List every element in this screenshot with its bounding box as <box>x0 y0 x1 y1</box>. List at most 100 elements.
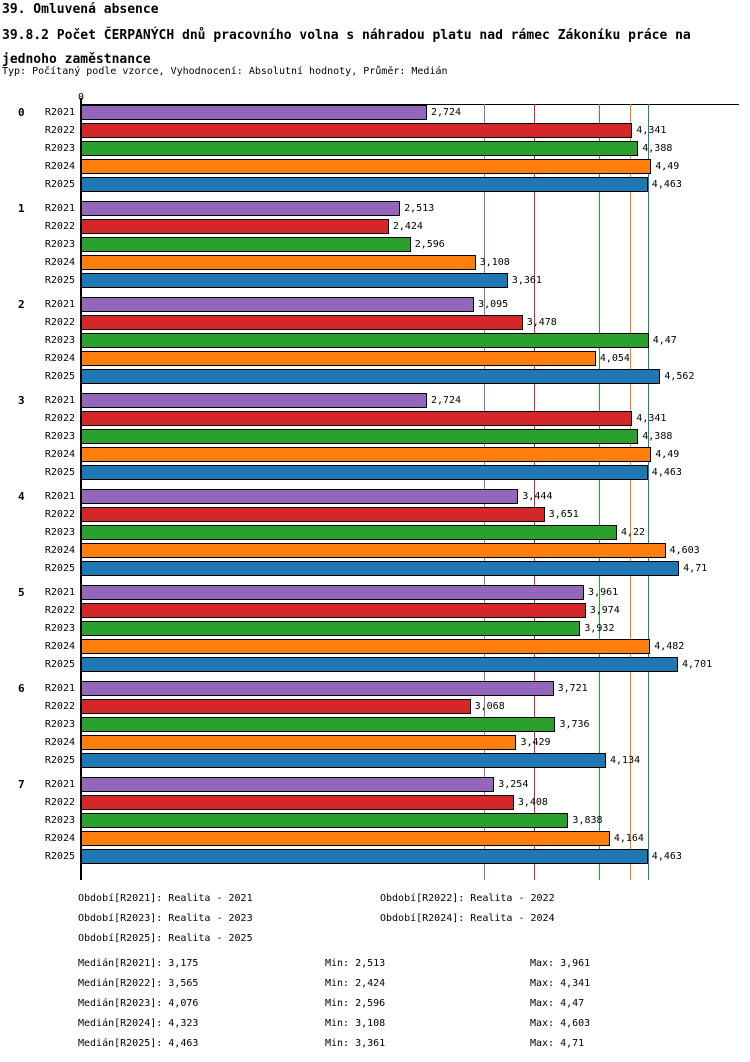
bar-r2024-group-7[interactable] <box>81 831 610 846</box>
median-reference-line-r2023 <box>598 104 600 880</box>
bar-r2022-group-7[interactable] <box>81 795 514 810</box>
stat-max-label: Max: 3,961 <box>530 958 591 969</box>
bar-row-label-r2022: R2022 <box>44 125 75 136</box>
bar-r2025-group-7[interactable] <box>81 849 648 864</box>
group-index-label: 5 <box>18 586 25 599</box>
bar-value-label: 3,961 <box>588 587 619 598</box>
bar-row-label-r2022: R2022 <box>44 413 75 424</box>
axis-zero-tick-label: 0 <box>78 92 84 103</box>
bar-r2025-group-2[interactable] <box>81 369 661 384</box>
bar-r2021-group-7[interactable] <box>81 777 495 792</box>
bar-r2023-group-3[interactable] <box>81 429 639 444</box>
bar-r2022-group-1[interactable] <box>81 219 389 234</box>
bar-r2021-group-1[interactable] <box>81 201 401 216</box>
bar-value-label: 3,361 <box>511 275 542 286</box>
bar-value-label: 4,463 <box>651 851 682 862</box>
bar-row-label-r2023: R2023 <box>44 239 75 250</box>
bar-r2023-group-4[interactable] <box>81 525 617 540</box>
median-reference-line-r2022 <box>533 104 535 880</box>
bar-r2022-group-3[interactable] <box>81 411 633 426</box>
bar-r2023-group-0[interactable] <box>81 141 639 156</box>
stat-min-label: Min: 3,108 <box>325 1018 386 1029</box>
section-title: 39. Omluvená absence <box>2 2 159 17</box>
bar-r2023-group-7[interactable] <box>81 813 569 828</box>
bar-r2024-group-1[interactable] <box>81 255 476 270</box>
group-index-label: 1 <box>18 202 25 215</box>
bar-value-label: 3,651 <box>548 509 579 520</box>
bar-r2025-group-4[interactable] <box>81 561 680 576</box>
bar-r2022-group-0[interactable] <box>81 123 633 138</box>
bar-value-label: 3,068 <box>474 701 505 712</box>
bar-r2021-group-6[interactable] <box>81 681 554 696</box>
group-index-label: 3 <box>18 394 25 407</box>
bar-r2023-group-5[interactable] <box>81 621 581 636</box>
bar-r2023-group-2[interactable] <box>81 333 649 348</box>
bar-r2025-group-1[interactable] <box>81 273 508 288</box>
bar-r2022-group-5[interactable] <box>81 603 586 618</box>
axis-zero-tick <box>80 98 82 105</box>
stat-median-label: Medián[R2021]: 3,175 <box>78 958 199 969</box>
bar-row-label-r2024: R2024 <box>44 161 75 172</box>
bar-r2023-group-6[interactable] <box>81 717 556 732</box>
bar-value-label: 4,562 <box>664 371 695 382</box>
bar-value-label: 3,932 <box>584 623 615 634</box>
bar-value-label: 3,478 <box>526 317 557 328</box>
bar-r2025-group-5[interactable] <box>81 657 679 672</box>
bar-row-label-r2021: R2021 <box>44 587 75 598</box>
bar-r2025-group-3[interactable] <box>81 465 648 480</box>
bar-row-label-r2023: R2023 <box>44 719 75 730</box>
bar-row-label-r2024: R2024 <box>44 449 75 460</box>
bar-chart-plot: 00R20212,724R20224,341R20234,388R20244,4… <box>0 92 750 882</box>
stat-min-label: Min: 2,513 <box>325 958 386 969</box>
bar-r2021-group-0[interactable] <box>81 105 427 120</box>
bar-value-label: 4,388 <box>642 431 673 442</box>
stat-max-label: Max: 4,47 <box>530 998 585 1009</box>
chart-subtitle: Typ: Počítaný podle vzorce, Vyhodnocení:… <box>2 66 448 77</box>
bar-row-label-r2024: R2024 <box>44 737 75 748</box>
bar-value-label: 3,736 <box>559 719 590 730</box>
bar-r2022-group-6[interactable] <box>81 699 471 714</box>
bar-r2021-group-5[interactable] <box>81 585 585 600</box>
bar-row-label-r2025: R2025 <box>44 467 75 478</box>
bar-r2024-group-3[interactable] <box>81 447 652 462</box>
bar-row-label-r2021: R2021 <box>44 491 75 502</box>
bar-row-label-r2023: R2023 <box>44 335 75 346</box>
bar-row-label-r2023: R2023 <box>44 623 75 634</box>
bar-row-label-r2022: R2022 <box>44 509 75 520</box>
bar-r2025-group-6[interactable] <box>81 753 607 768</box>
bar-row-label-r2025: R2025 <box>44 659 75 670</box>
stat-median-label: Medián[R2022]: 3,565 <box>78 978 199 989</box>
bar-r2021-group-2[interactable] <box>81 297 475 312</box>
bar-value-label: 4,341 <box>636 413 667 424</box>
bar-r2023-group-1[interactable] <box>81 237 411 252</box>
bar-row-label-r2025: R2025 <box>44 275 75 286</box>
bar-value-label: 3,254 <box>498 779 529 790</box>
bar-r2022-group-4[interactable] <box>81 507 545 522</box>
bar-value-label: 2,424 <box>392 221 423 232</box>
bar-row-label-r2021: R2021 <box>44 299 75 310</box>
bar-value-label: 3,721 <box>557 683 588 694</box>
bar-r2022-group-2[interactable] <box>81 315 523 330</box>
bar-row-label-r2024: R2024 <box>44 641 75 652</box>
bar-row-label-r2022: R2022 <box>44 797 75 808</box>
bar-row-label-r2023: R2023 <box>44 815 75 826</box>
bar-row-label-r2025: R2025 <box>44 851 75 862</box>
bar-row-label-r2023: R2023 <box>44 527 75 538</box>
bar-r2024-group-4[interactable] <box>81 543 666 558</box>
bar-r2021-group-4[interactable] <box>81 489 519 504</box>
bar-value-label: 4,49 <box>655 161 680 172</box>
median-reference-line-r2025 <box>647 104 649 880</box>
bar-row-label-r2021: R2021 <box>44 395 75 406</box>
bar-r2024-group-0[interactable] <box>81 159 652 174</box>
bar-r2024-group-6[interactable] <box>81 735 517 750</box>
bar-row-label-r2025: R2025 <box>44 563 75 574</box>
bar-r2021-group-3[interactable] <box>81 393 427 408</box>
bar-r2025-group-0[interactable] <box>81 177 648 192</box>
legend-item: Období[R2023]: Realita - 2023 <box>78 913 253 924</box>
bar-value-label: 3,408 <box>517 797 548 808</box>
bar-value-label: 3,095 <box>478 299 509 310</box>
bar-r2024-group-5[interactable] <box>81 639 651 654</box>
bar-value-label: 4,49 <box>655 449 680 460</box>
bar-value-label: 2,724 <box>430 107 462 118</box>
bar-r2024-group-2[interactable] <box>81 351 596 366</box>
